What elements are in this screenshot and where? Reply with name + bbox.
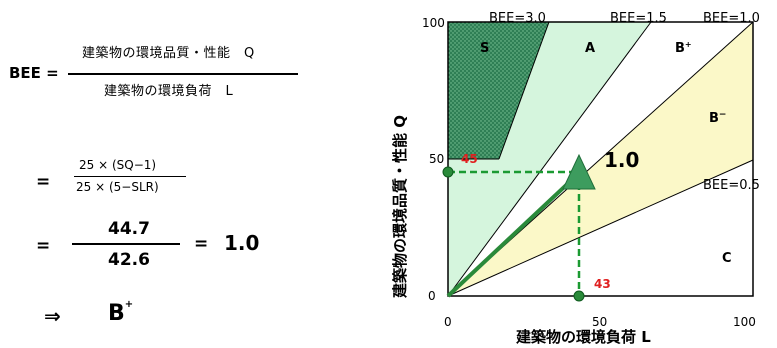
boundary-label-15: BEE=1.5: [610, 11, 667, 26]
l-axis-dot: [573, 290, 585, 302]
equals-1: =: [36, 172, 51, 192]
bee-point-marker: [562, 153, 596, 190]
q-value-label: 45: [461, 152, 478, 166]
implies-arrow: ⇒: [44, 304, 61, 328]
y-tick-50: 50: [429, 152, 444, 166]
grade-letter: B: [108, 301, 125, 326]
boundary-line-3: [498, 21, 550, 160]
eq2-fraction-line: [72, 243, 180, 245]
boundary-line-05: [447, 159, 754, 297]
q-axis-dot: [442, 166, 454, 178]
eq2-denominator: 42.6: [108, 250, 150, 270]
grade-result: B+: [108, 299, 134, 326]
result-equals: =: [194, 234, 209, 254]
zone-label-c: C: [722, 251, 732, 266]
y-tick-0: 0: [428, 289, 436, 303]
zone-label-b-plus: B+: [675, 40, 692, 56]
x-axis-title: 建築物の環境負荷 L: [516, 328, 651, 346]
zone-label-a: A: [585, 41, 595, 56]
zone-s-fill: [448, 22, 549, 159]
boundary-label-05: BEE=0.5: [703, 178, 760, 193]
zone-label-b-plus-sup: +: [685, 40, 692, 49]
eq1-denominator: 25 × (5−SLR): [76, 180, 159, 194]
eq1-numerator: 25 × (SQ−1): [79, 158, 157, 172]
x-tick-0: 0: [444, 315, 452, 329]
equals-2: =: [36, 236, 51, 256]
y-tick-100: 100: [422, 16, 445, 30]
x-tick-100: 100: [733, 315, 756, 329]
bee-result: 1.0: [224, 231, 260, 255]
formula-denominator: 建築物の環境負荷 L: [104, 84, 234, 99]
boundary-label-10: BEE=1.0: [703, 11, 760, 26]
boundary-line-15: [447, 21, 652, 297]
zone-label-b-minus-sup: −: [719, 110, 727, 120]
bee-vector-line: [446, 173, 579, 298]
bee-label: BEE =: [9, 64, 59, 82]
formula-fraction-line: [68, 73, 298, 75]
grade-superscript: +: [124, 299, 134, 310]
y-axis-title: 建築物の環境品質・性能 Q: [391, 115, 409, 298]
zone-label-s: S: [480, 41, 489, 56]
eq1-fraction-line: [74, 176, 186, 177]
eq2-numerator: 44.7: [108, 219, 150, 239]
point-bee-value: 1.0: [604, 148, 639, 172]
x-tick-50: 50: [592, 315, 607, 329]
l-value-label: 43: [594, 277, 611, 291]
formula-numerator: 建築物の環境品質・性能 Q: [82, 46, 255, 61]
boundary-label-30: BEE=3.0: [489, 11, 546, 26]
